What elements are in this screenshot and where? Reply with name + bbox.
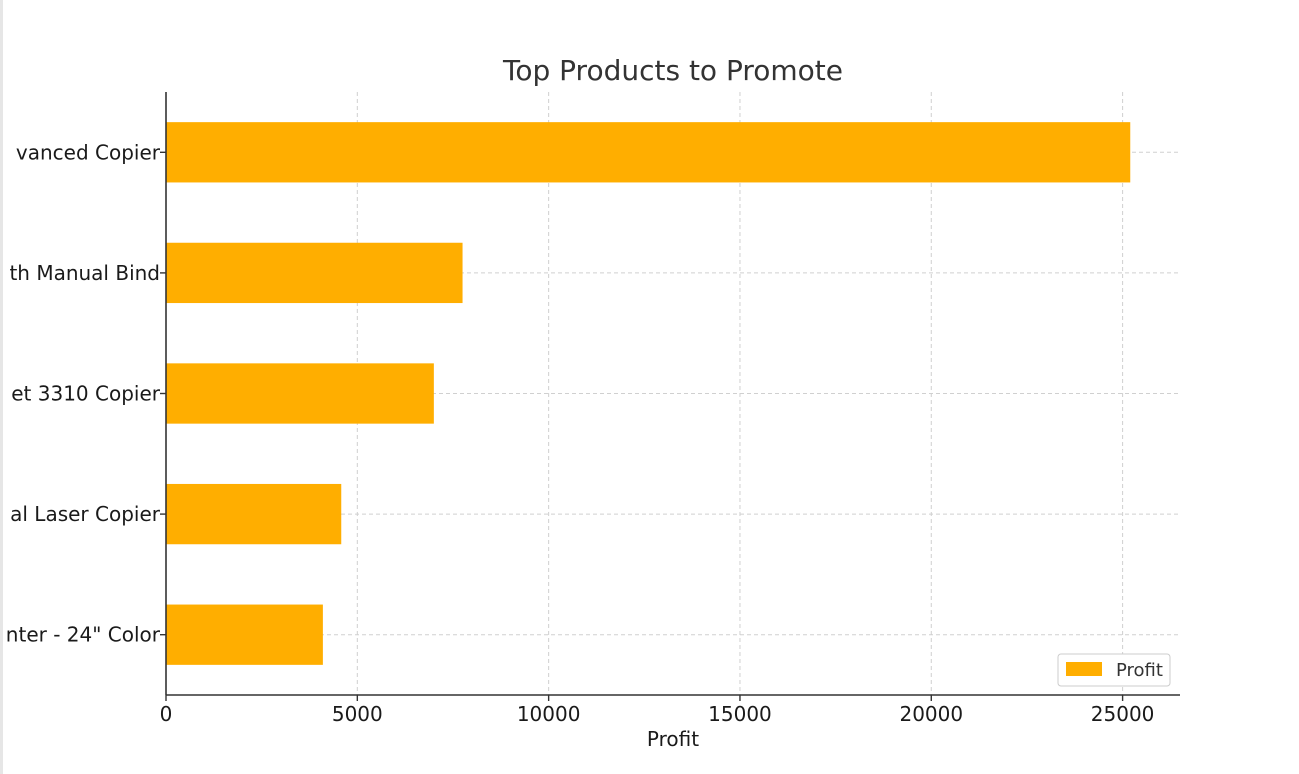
bar-profit xyxy=(166,242,463,304)
y-tick-label: et 3310 Copier xyxy=(11,382,161,406)
bars xyxy=(166,122,1131,665)
x-tick-label: 5000 xyxy=(332,702,383,726)
x-tick-label: 10000 xyxy=(517,702,581,726)
x-tick-labels: 0 5000 10000 15000 20000 25000 xyxy=(160,702,1155,726)
bar-profit xyxy=(166,122,1131,183)
y-tick-label: th Manual Bind xyxy=(9,261,160,285)
bar-profit xyxy=(166,483,342,545)
window-left-edge xyxy=(0,0,3,774)
x-tick-label: 25000 xyxy=(1091,702,1155,726)
y-tick-label: vanced Copier xyxy=(16,140,161,164)
legend-swatch-profit xyxy=(1066,662,1102,676)
x-axis-label: Profit xyxy=(647,727,699,751)
bar-profit xyxy=(166,604,323,665)
x-tick-label: 15000 xyxy=(708,702,772,726)
legend-label-profit: Profit xyxy=(1116,660,1163,681)
x-tick-label: 20000 xyxy=(899,702,963,726)
y-tick-label: al Laser Copier xyxy=(10,502,161,526)
chart-title: Top Products to Promote xyxy=(502,54,843,87)
y-tick-label: nter - 24" Color xyxy=(6,623,161,647)
legend: Profit xyxy=(1057,653,1171,687)
y-tick-labels: vanced Copier th Manual Bind et 3310 Copie… xyxy=(6,140,161,646)
x-tick-label: 0 xyxy=(160,702,173,726)
bar-profit xyxy=(166,363,434,424)
axes xyxy=(160,92,1180,701)
